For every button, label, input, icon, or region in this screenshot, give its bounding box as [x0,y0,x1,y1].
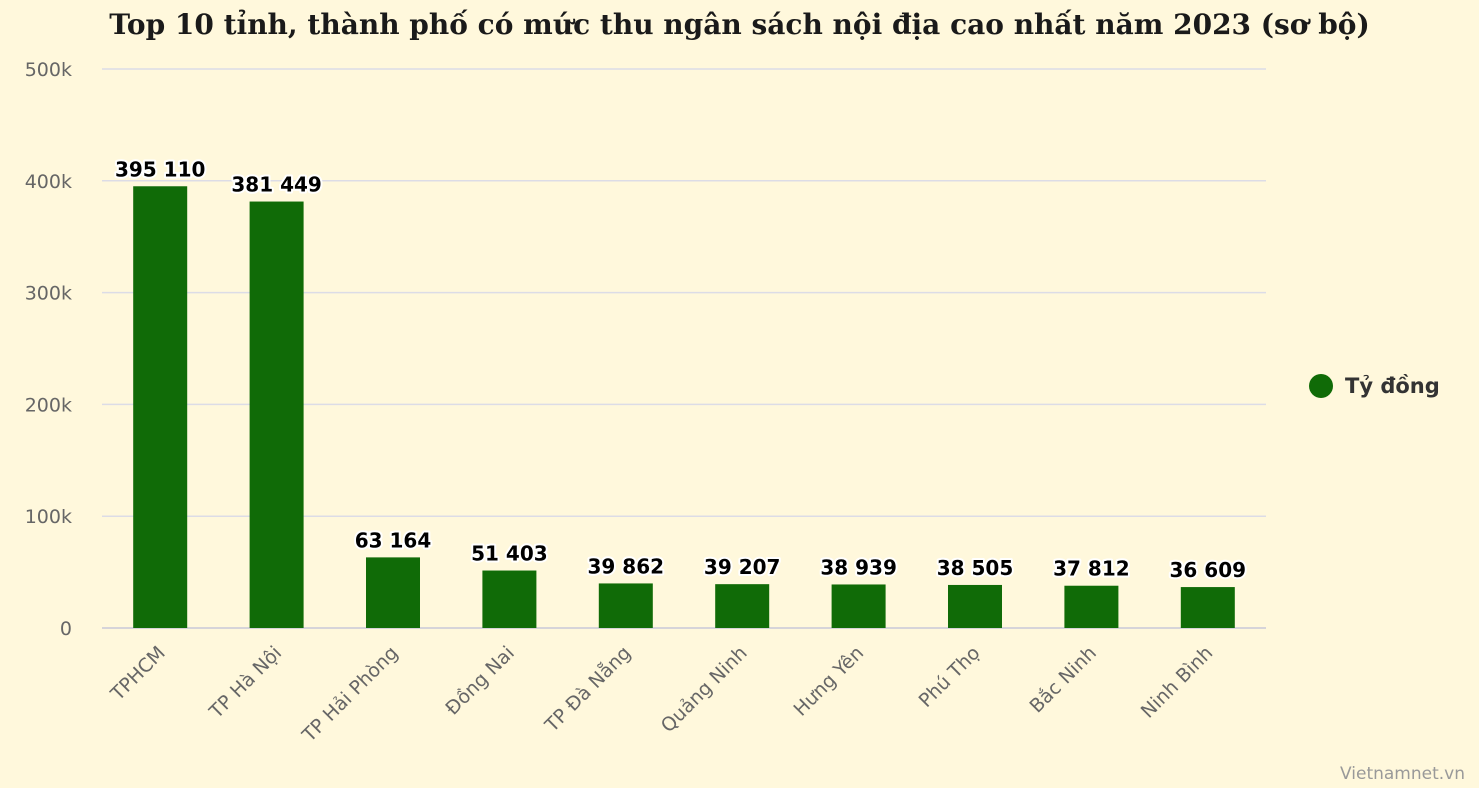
y-tick-label: 500k [25,59,72,81]
category-label: Bắc Ninh [1025,641,1101,717]
y-tick-label: 300k [25,283,72,305]
data-label: 51 403 [471,542,548,566]
category-label: Quảng Ninh [657,642,752,737]
data-label: 381 449 [231,173,321,197]
category-label: Hưng Yên [789,642,868,721]
bar [366,557,420,628]
data-label: 39 862 [588,554,665,578]
category-label: Ninh Bình [1137,642,1218,723]
data-label: 395 110 [115,157,205,181]
y-tick-label: 200k [25,394,72,416]
data-label: 36 609 [1170,558,1247,582]
bars [133,186,1235,628]
x-axis-categories: TPHCM TP Hà Nội TP Hải Phòng Đồng Nai TP Đà … [106,641,1217,747]
bar [715,584,770,628]
category-label: TP Hà Nội [205,642,286,723]
y-tick-label: 0 [60,618,72,640]
data-label: 39 207 [704,555,781,579]
bar [598,583,653,628]
bar [482,570,537,628]
bar [948,584,1002,628]
legend[interactable]: Tỷ đồng [1309,374,1440,398]
data-label: 63 164 [355,528,432,552]
bar [1064,585,1119,628]
source-credit: Vietnamnet.vn [1340,764,1465,784]
category-label: Phú Thọ [915,642,985,712]
chart-title: Top 10 tỉnh, thành phố có mức thu ngân s… [109,8,1370,41]
data-label: 37 812 [1053,557,1130,581]
category-label: TP Đà Nẵng [540,641,636,737]
data-label: 38 505 [937,556,1014,580]
bar [133,186,188,628]
y-tick-label: 400k [25,171,72,193]
category-label: Đồng Nai [441,642,519,720]
data-labels: 395 110 381 449 63 164 51 403 39 862 39 207 38… [113,155,1248,584]
bar [249,201,304,628]
y-tick-label: 100k [25,506,72,528]
category-label: TPHCM [106,642,170,706]
data-label: 38 939 [820,555,897,579]
category-label: TP Hải Phòng [297,642,402,747]
bar [1180,587,1235,628]
legend-marker-icon [1309,374,1333,398]
bar [831,584,886,628]
legend-label: Tỷ đồng [1345,374,1440,398]
y-axis-ticks: 0 100k 200k 300k 400k 500k [25,59,72,640]
